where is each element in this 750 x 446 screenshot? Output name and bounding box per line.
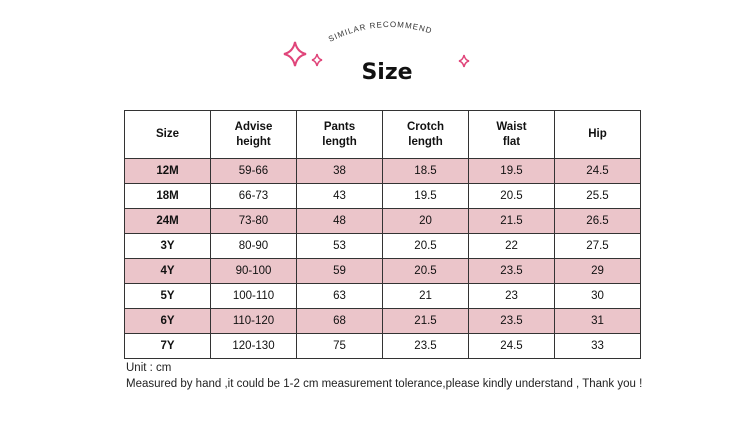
- subtitle-text: SIMILAR RECOMMEND: [327, 20, 434, 44]
- table-cell: 63: [296, 283, 383, 309]
- star: [283, 41, 307, 67]
- table-cell: 120-130: [210, 333, 297, 359]
- table-row: 24M 73-80 48 20 21.5 26.5: [124, 208, 641, 234]
- table-cell: 25.5: [554, 183, 641, 209]
- table-cell: 66-73: [210, 183, 297, 209]
- table-cell: 30: [554, 283, 641, 309]
- table-cell: 23: [468, 283, 555, 309]
- table-cell: 4Y: [124, 258, 211, 284]
- table-cell: 48: [296, 208, 383, 234]
- table-cell: 19.5: [382, 183, 469, 209]
- table-cell: 21.5: [468, 208, 555, 234]
- table-cell: 21.5: [382, 308, 469, 334]
- title: Size: [361, 60, 413, 85]
- subtitle: SIMILAR RECOMMEND: [327, 20, 433, 44]
- tolerance-note: Measured by hand ,it could be 1-2 cm mea…: [126, 378, 643, 390]
- table-cell: 43: [296, 183, 383, 209]
- table-cell: 90-100: [210, 258, 297, 284]
- table-cell: 68: [296, 308, 383, 334]
- header-cell: Crotch length: [382, 110, 469, 159]
- star: [311, 53, 323, 67]
- table-cell: 31: [554, 308, 641, 334]
- table-cell: 80-90: [210, 233, 297, 259]
- size-table: Size Advise height Pants length Crotch leng…: [124, 110, 641, 359]
- table-row: 4Y 90-100 59 20.5 23.5 29: [124, 258, 641, 284]
- table-cell: 38: [296, 158, 383, 184]
- table-cell: 33: [554, 333, 641, 359]
- unit-note: Unit : cm: [126, 362, 172, 374]
- table-cell: 27.5: [554, 233, 641, 259]
- table-row: 7Y 120-130 75 23.5 24.5 33: [124, 333, 641, 359]
- table-cell: 18M: [124, 183, 211, 209]
- table-row: 12M 59-66 38 18.5 19.5 24.5: [124, 158, 641, 184]
- table-cell: 6Y: [124, 308, 211, 334]
- table-cell: 59-66: [210, 158, 297, 184]
- table-cell: 22: [468, 233, 555, 259]
- header-cell: Size: [124, 110, 211, 159]
- table-cell: 5Y: [124, 283, 211, 309]
- table-cell: 21: [382, 283, 469, 309]
- table-row: 5Y 100-110 63 21 23 30: [124, 283, 641, 309]
- table-row: 18M 66-73 43 19.5 20.5 25.5: [124, 183, 641, 209]
- table-row: 3Y 80-90 53 20.5 22 27.5: [124, 233, 641, 259]
- header-cell: Hip: [554, 110, 641, 159]
- table-cell: 73-80: [210, 208, 297, 234]
- table-cell: 20.5: [468, 183, 555, 209]
- table-row: 6Y 110-120 68 21.5 23.5 31: [124, 308, 641, 334]
- table-cell: 18.5: [382, 158, 469, 184]
- table-cell: 110-120: [210, 308, 297, 334]
- table-cell: 24.5: [468, 333, 555, 359]
- table-cell: 20: [382, 208, 469, 234]
- table-cell: 3Y: [124, 233, 211, 259]
- header-cell: Advise height: [210, 110, 297, 159]
- table-cell: 23.5: [468, 258, 555, 284]
- table-cell: 100-110: [210, 283, 297, 309]
- table-cell: 53: [296, 233, 383, 259]
- table-cell: 23.5: [468, 308, 555, 334]
- header-cell: Pants length: [296, 110, 383, 159]
- table-cell: 24.5: [554, 158, 641, 184]
- table-cell: 20.5: [382, 233, 469, 259]
- table-cell: 75: [296, 333, 383, 359]
- table-cell: 26.5: [554, 208, 641, 234]
- decoration: SIMILAR RECOMMEND: [283, 20, 470, 68]
- table-cell: 29: [554, 258, 641, 284]
- header-row: Size Advise height Pants length Crotch leng…: [124, 110, 641, 159]
- table-cell: 7Y: [124, 333, 211, 359]
- header-cell: Waist flat: [468, 110, 555, 159]
- table-cell: 19.5: [468, 158, 555, 184]
- table-cell: 23.5: [382, 333, 469, 359]
- star: [458, 54, 470, 68]
- table-cell: 24M: [124, 208, 211, 234]
- table-cell: 20.5: [382, 258, 469, 284]
- table-cell: 12M: [124, 158, 211, 184]
- table-cell: 59: [296, 258, 383, 284]
